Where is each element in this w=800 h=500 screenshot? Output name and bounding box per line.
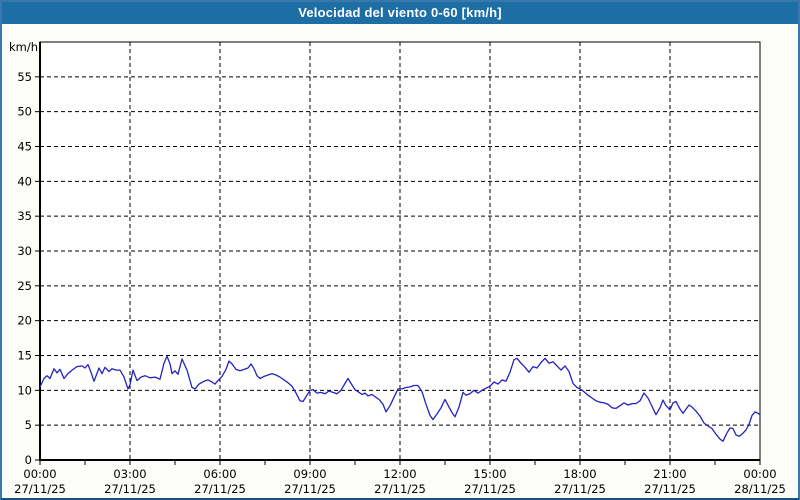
y-tick-label: 45 <box>17 140 32 154</box>
x-tick-time-label: 12:00 <box>383 467 416 481</box>
chart-title: Velocidad del viento 0-60 [km/h] <box>2 2 798 24</box>
y-tick-label: 5 <box>25 418 32 432</box>
y-tick-label: 50 <box>17 105 32 119</box>
y-tick-label: 15 <box>17 349 32 363</box>
y-tick-label: 55 <box>17 70 32 84</box>
x-tick-date-label: 28/11/25 <box>734 482 786 496</box>
y-tick-label: 0 <box>25 453 32 467</box>
y-tick-label: 30 <box>17 244 32 258</box>
x-tick-time-label: 00:00 <box>23 467 56 481</box>
wind-speed-line <box>39 355 761 442</box>
x-tick-time-label: 00:00 <box>743 467 776 481</box>
x-tick-time-label: 15:00 <box>473 467 506 481</box>
x-tick-date-label: 27/11/25 <box>554 482 606 496</box>
x-tick-time-label: 18:00 <box>563 467 596 481</box>
x-tick-date-label: 27/11/25 <box>14 482 66 496</box>
x-tick-time-label: 03:00 <box>113 467 146 481</box>
x-tick-time-label: 21:00 <box>653 467 686 481</box>
x-tick-date-label: 27/11/25 <box>464 482 516 496</box>
x-tick-time-label: 06:00 <box>203 467 236 481</box>
y-tick-label: 10 <box>17 383 32 397</box>
x-tick-date-label: 27/11/25 <box>284 482 336 496</box>
y-tick-label: 35 <box>17 209 32 223</box>
x-tick-date-label: 27/11/25 <box>194 482 246 496</box>
x-tick-time-label: 09:00 <box>293 467 326 481</box>
x-tick-date-label: 27/11/25 <box>374 482 426 496</box>
y-tick-label: 40 <box>17 174 32 188</box>
y-tick-label: 20 <box>17 314 32 328</box>
y-axis-unit-label: km/h <box>9 40 38 54</box>
x-tick-date-label: 27/11/25 <box>644 482 696 496</box>
x-tick-date-label: 27/11/25 <box>104 482 156 496</box>
y-tick-label: 25 <box>17 279 32 293</box>
